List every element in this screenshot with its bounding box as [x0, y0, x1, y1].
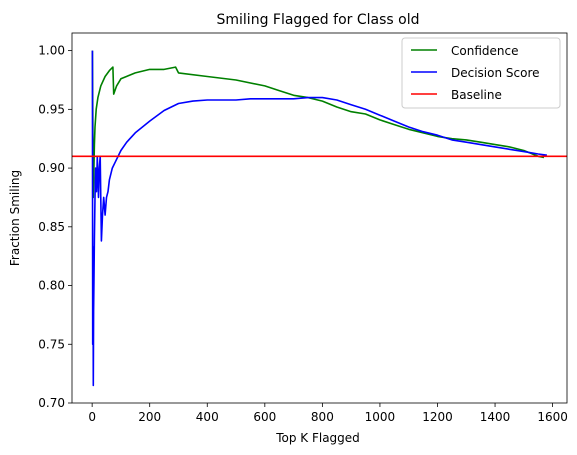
x-tick-label: 1600 — [537, 410, 568, 424]
series-layer — [72, 50, 567, 387]
x-axis: 0 200 400 600 800 1000 1200 1400 1600 — [88, 403, 568, 424]
x-tick-label: 0 — [88, 410, 96, 424]
x-tick-label: 200 — [138, 410, 161, 424]
y-tick-label: 0.70 — [38, 396, 65, 410]
chart-title: Smiling Flagged for Class old — [217, 12, 420, 28]
series-line-decision-score — [91, 50, 548, 387]
x-axis-label: Top K Flagged — [275, 431, 360, 445]
legend-label-baseline: Baseline — [451, 88, 502, 102]
legend-label-decision-score: Decision Score — [451, 66, 540, 80]
x-tick-label: 1000 — [365, 410, 396, 424]
series-line-confidence — [91, 50, 545, 199]
y-tick-label: 0.90 — [38, 161, 65, 175]
y-axis: 0.70 0.75 0.80 0.85 0.90 0.95 1.00 — [38, 44, 72, 410]
y-tick-label: 0.85 — [38, 220, 65, 234]
legend: Confidence Decision Score Baseline — [401, 37, 561, 109]
y-tick-label: 1.00 — [38, 44, 65, 58]
legend-box — [401, 37, 561, 109]
y-tick-label: 0.80 — [38, 279, 65, 293]
y-axis-label: Fraction Smiling — [8, 170, 22, 266]
x-tick-label: 800 — [311, 410, 334, 424]
legend-label-confidence: Confidence — [451, 44, 518, 58]
x-tick-label: 1200 — [422, 410, 453, 424]
x-tick-label: 600 — [253, 410, 276, 424]
y-tick-label: 0.75 — [38, 337, 65, 351]
plot-frame — [71, 32, 568, 404]
x-tick-label: 400 — [196, 410, 219, 424]
x-tick-label: 1400 — [480, 410, 511, 424]
y-tick-label: 0.95 — [38, 102, 65, 116]
